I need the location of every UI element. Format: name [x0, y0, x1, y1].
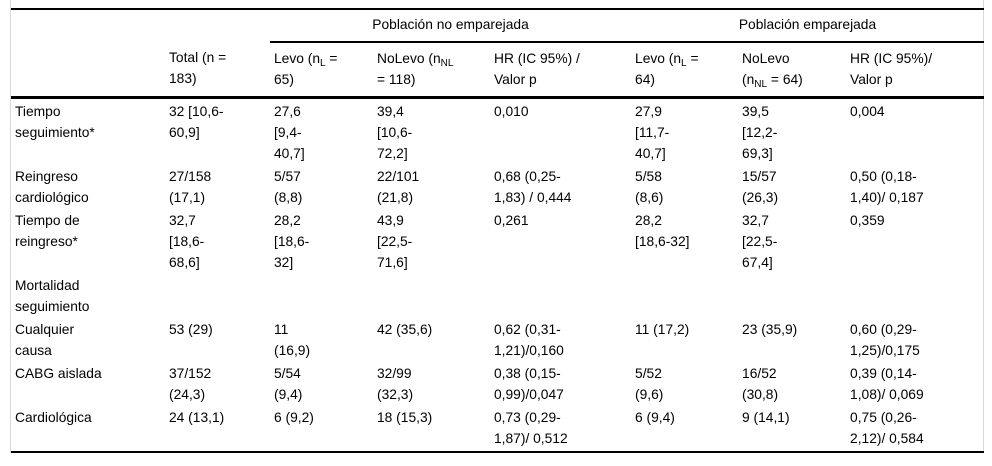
table-cell: 0,50 (0,18- 1,40)/ 0,187: [850, 169, 924, 205]
table-cell: 5/54 (9,4): [274, 366, 303, 402]
group-header-spacer: [11, 9, 270, 42]
table-cell: 39,4 [10,6- 72,2]: [377, 104, 413, 161]
table-cell: [270, 273, 373, 317]
table-row-reingreso-cardiologico: Reingreso cardiológico 27/158 (17,1) 5/5…: [11, 164, 984, 208]
table-cell: 27,6 [9,4- 40,7]: [274, 104, 305, 161]
column-header-text: = 64): [767, 72, 803, 87]
row-label: CABG aislada: [15, 366, 102, 381]
row-label: Mortalidad seguimiento: [15, 278, 90, 314]
column-header-total: Total (n = 183): [165, 42, 270, 99]
table-cell: 9 (14,1): [742, 410, 790, 425]
column-header-text: = 64): [635, 51, 699, 87]
table-cell: 53 (29): [169, 322, 213, 337]
table-cell: 24 (13,1): [169, 410, 225, 425]
table-cell: 15/57 (26,3): [742, 169, 779, 205]
table-cell: 32,7 [18,6- 68,6]: [169, 213, 205, 270]
table-cell: 6 (9,2): [274, 410, 314, 425]
table-cell: 0,62 (0,31- 1,21)/0,160: [494, 322, 564, 358]
table-row-cualquier-causa: Cualquier causa 53 (29) 11 (16,9) 42 (35…: [11, 317, 984, 361]
table-cell: 28,2 [18,6- 32]: [274, 213, 310, 270]
table-cell: 22/101 (21,8): [377, 169, 420, 205]
table-cell: 27,9 [11,7- 40,7]: [635, 104, 670, 161]
column-header-text: NoLevo (n: [377, 51, 441, 66]
subscript-text: NL: [440, 58, 454, 69]
column-header-text: HR (IC 95%) / Valor p: [494, 51, 580, 87]
subscript-text: L: [681, 58, 687, 69]
table-cell: [165, 273, 270, 317]
row-label: Tiempo seguimiento*: [15, 104, 95, 140]
table-cell: 0,68 (0,25- 1,83) / 0,444: [494, 169, 572, 205]
table-cell: 0,39 (0,14- 1,08)/ 0,069: [850, 366, 924, 402]
table-cell: 32,7 [22,5- 67,4]: [742, 213, 778, 270]
table-cell: 11 (17,2): [635, 322, 690, 337]
table-frame: Población no emparejada Población empare…: [10, 0, 985, 453]
group-header-row: Población no emparejada Población empare…: [11, 9, 985, 43]
table-cell: 0,60 (0,29- 1,25)/0,175: [850, 322, 920, 358]
table-cell: 0,261: [494, 213, 529, 228]
table-cell: 0,010: [494, 104, 529, 119]
group-header-unmatched: Población no emparejada: [270, 9, 632, 43]
table-cell: 37/152 (24,3): [169, 366, 212, 402]
table-row-cardiologica: Cardiológica 24 (13,1) 6 (9,2) 18 (15,3)…: [11, 405, 984, 452]
table-cell: 18 (15,3): [377, 410, 433, 425]
table-cell: 0,75 (0,26- 2,12)/ 0,584: [850, 410, 924, 446]
table-row-cabg-aislada: CABG aislada 37/152 (24,3) 5/54 (9,4) 32…: [11, 361, 984, 405]
table-cell: 11 (16,9): [274, 322, 311, 358]
subscript-text: NL: [754, 79, 768, 90]
table-cell: 27/158 (17,1): [169, 169, 212, 205]
column-header-levo-matched: Levo (nL = 64): [631, 42, 739, 99]
table-row-tiempo-de-reingreso: Tiempo de reingreso* 32,7 [18,6- 68,6] 2…: [11, 208, 984, 273]
table-cell: 32 [10,6- 60,9]: [169, 104, 224, 140]
table-cell: [738, 273, 846, 317]
table-cell: 28,2 [18,6-32]: [635, 213, 690, 249]
column-header-row: Total (n = 183) Levo (nL = 65) NoLevo (n…: [11, 42, 985, 99]
outcomes-table: Población no emparejada Población empare…: [11, 8, 985, 453]
subscript-text: L: [320, 58, 326, 69]
column-header-levo-unmatched: Levo (nL = 65): [270, 42, 373, 99]
table-cell: 0,004: [850, 104, 885, 119]
table-cell: [490, 273, 631, 317]
table-cell: [373, 273, 490, 317]
table-cell: 6 (9,4): [635, 410, 675, 425]
table-cell: [846, 273, 984, 317]
row-label: Tiempo de reingreso*: [15, 213, 80, 249]
column-header-empty: [11, 42, 165, 99]
column-header-hr-unmatched: HR (IC 95%) / Valor p: [490, 42, 632, 99]
column-header-text: = 118): [377, 72, 416, 87]
column-header-hr-matched: HR (IC 95%)/ Valor p: [846, 42, 985, 99]
table-cell: 23 (35,9): [742, 322, 798, 337]
column-header-text: HR (IC 95%)/ Valor p: [850, 51, 933, 87]
table-cell: 0,38 (0,15- 0,99)/0,047: [494, 366, 564, 402]
column-header-text: Total (n = 183): [169, 50, 227, 86]
table-cell: 39,5 [12,2- 69,3]: [742, 104, 778, 161]
table-cell: 16/52 (30,8): [742, 366, 779, 402]
table-cell: 5/57 (8,8): [274, 169, 303, 205]
table-cell: 32/99 (32,3): [377, 366, 414, 402]
column-header-text: NoLevo (n: [742, 51, 790, 87]
column-header-nolevo-matched: NoLevo (nNL = 64): [738, 42, 847, 99]
column-header-text: Levo (n: [635, 51, 682, 66]
table-cell: 42 (35,6): [377, 322, 433, 337]
column-header-text: Levo (n: [274, 51, 321, 66]
table-cell: 5/58 (8,6): [635, 169, 664, 205]
table-cell: 0,359: [850, 213, 885, 228]
table-row-mortalidad-seguimiento: Mortalidad seguimiento: [11, 273, 984, 317]
column-header-nolevo-unmatched: NoLevo (nNL = 118): [373, 42, 490, 99]
row-label: Reingreso cardiológico: [15, 169, 89, 205]
table-row-tiempo-seguimiento: Tiempo seguimiento* 32 [10,6- 60,9] 27,6…: [11, 98, 984, 165]
table-cell: 43,9 [22,5- 71,6]: [377, 213, 413, 270]
table-cell: [631, 273, 738, 317]
group-header-matched: Población emparejada: [631, 9, 985, 43]
row-label: Cardiológica: [15, 410, 92, 425]
table-cell: 5/52 (9,6): [635, 366, 664, 402]
row-label: Cualquier causa: [15, 322, 75, 358]
column-header-text: = 65): [274, 51, 338, 87]
table-cell: 0,73 (0,29- 1,87)/ 0,512: [494, 410, 568, 446]
